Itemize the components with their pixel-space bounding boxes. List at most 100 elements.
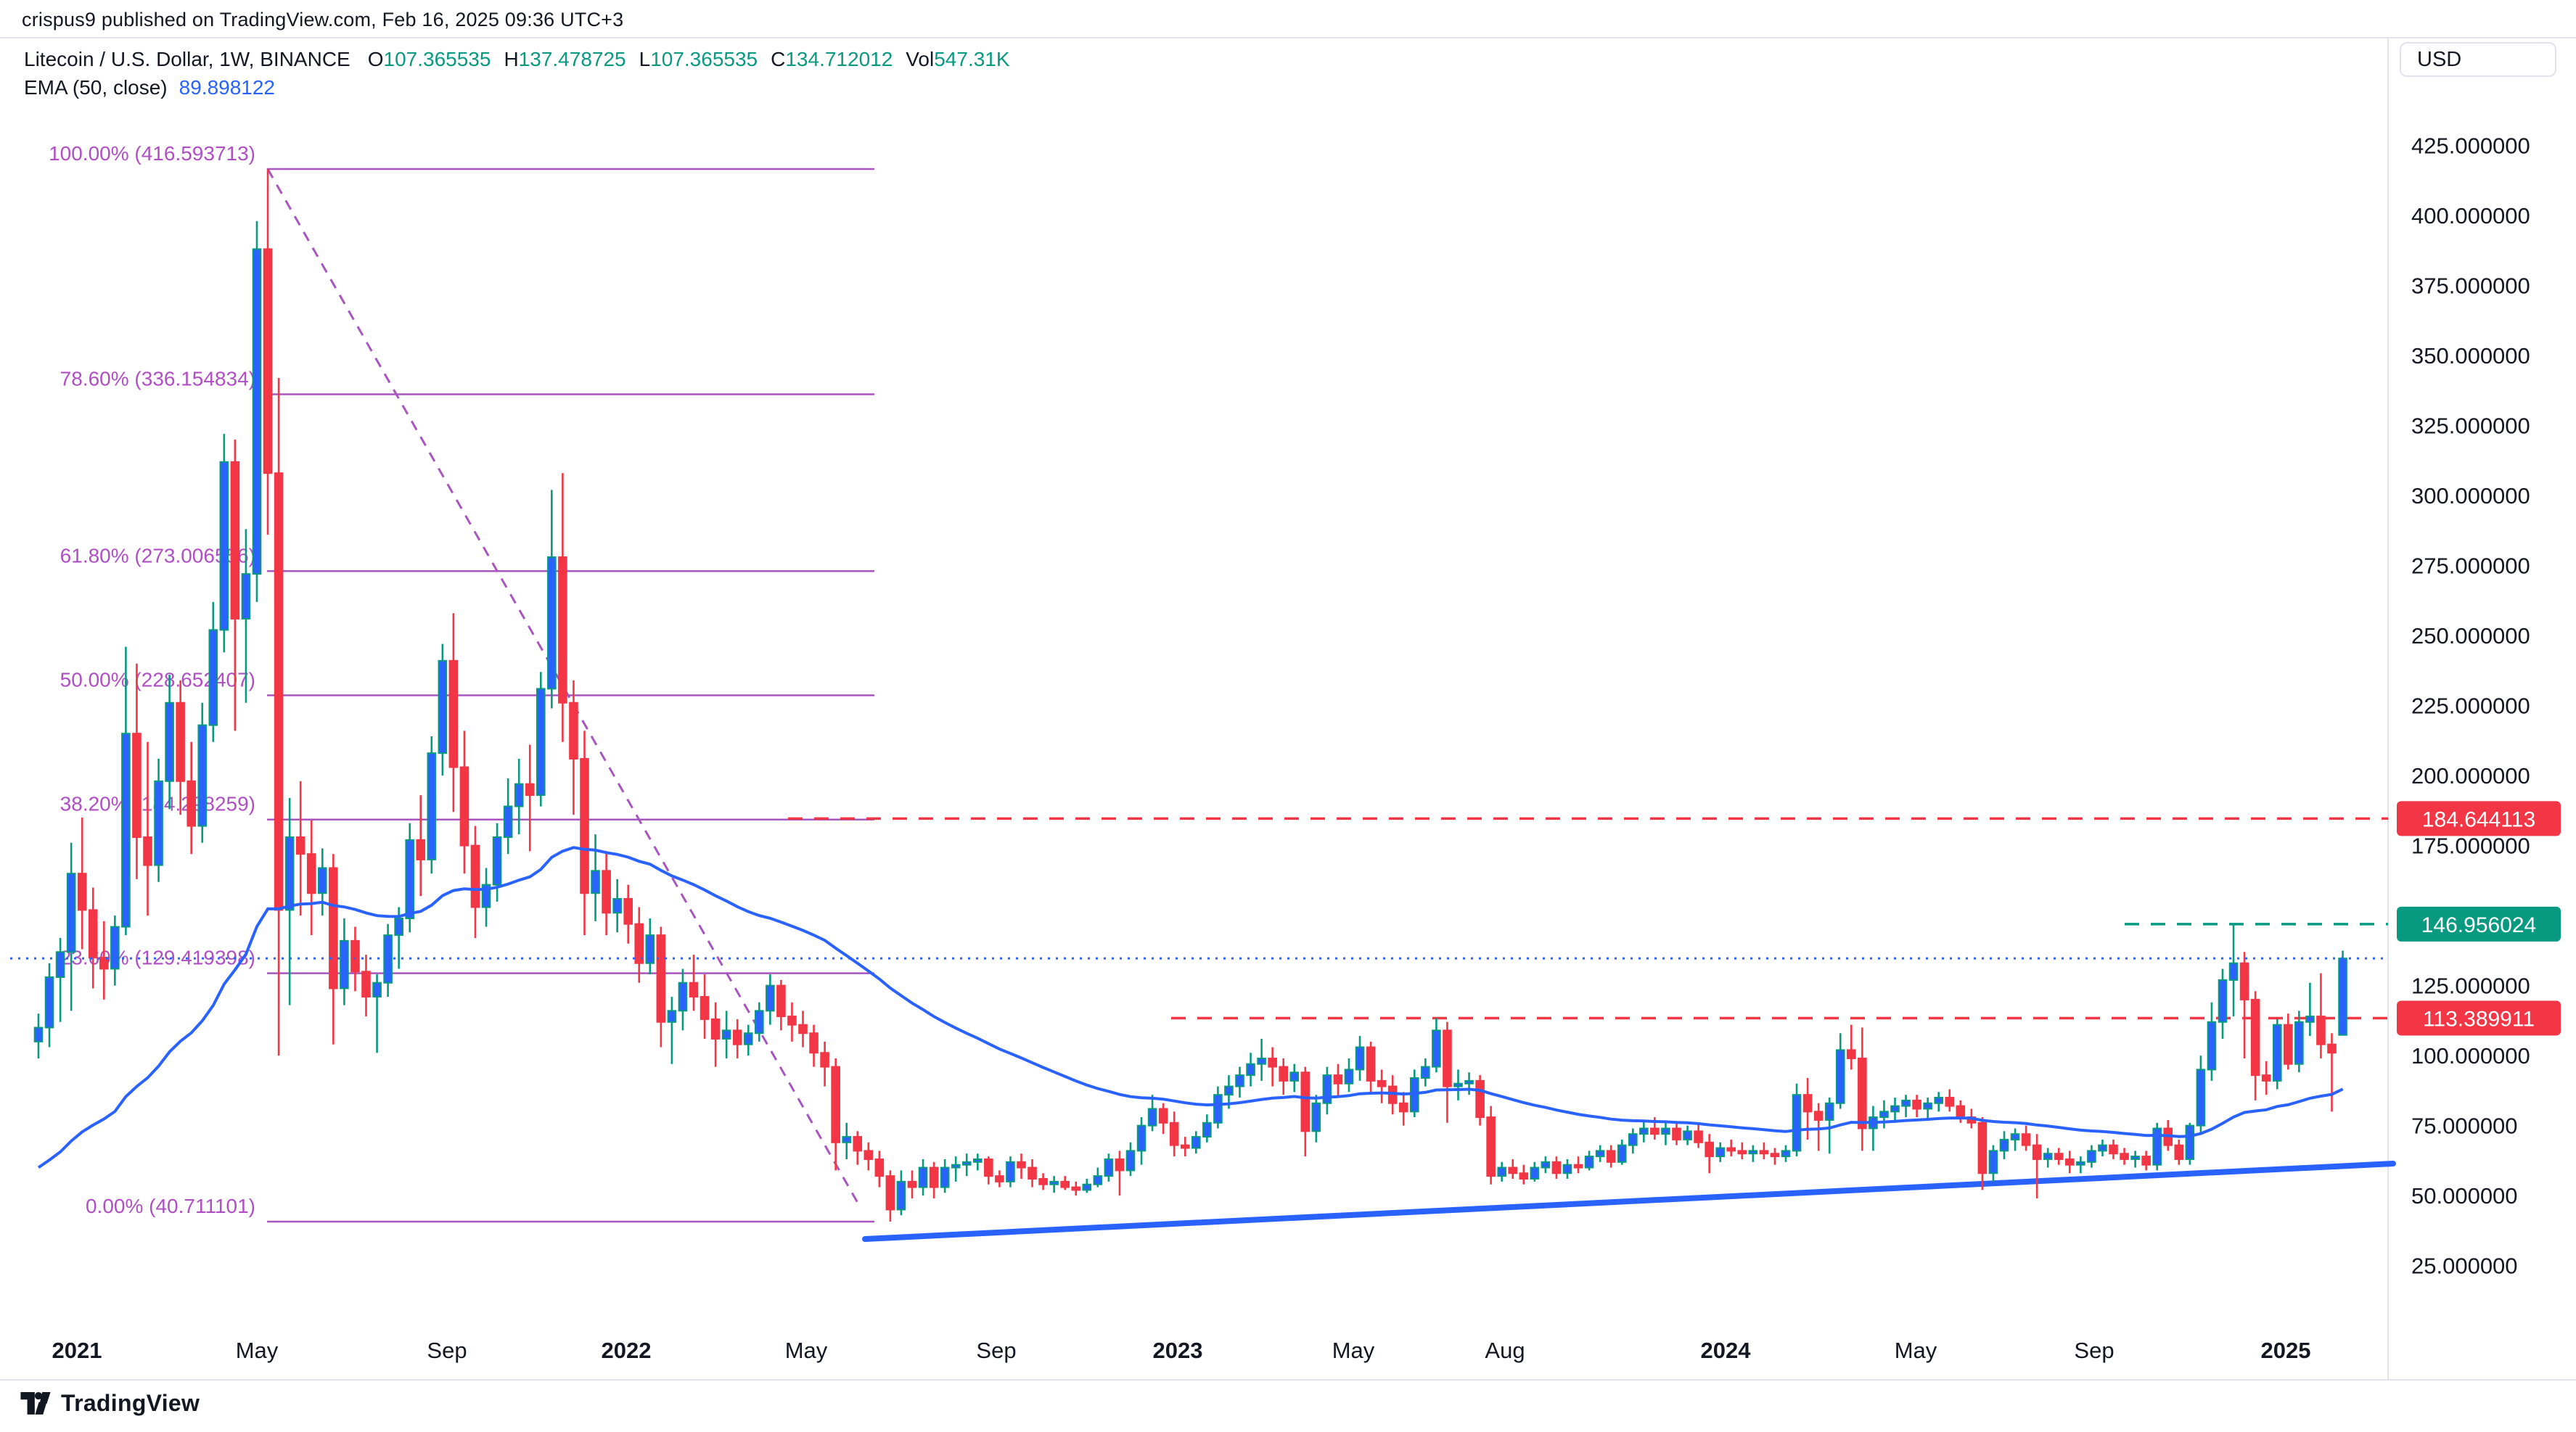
candle-body	[787, 1016, 797, 1026]
candle-body	[318, 867, 327, 894]
price-level-badge-text: 184.644113	[2422, 807, 2535, 831]
candle-body	[940, 1166, 950, 1188]
candle-body	[1289, 1071, 1300, 1082]
candle-body	[2250, 998, 2260, 1077]
candle-body	[1508, 1166, 1518, 1174]
tradingview-logo[interactable]: TradingView	[20, 1390, 200, 1417]
price-tick-label: 75.000000	[2411, 1114, 2518, 1139]
price-tick-label: 425.000000	[2411, 133, 2530, 159]
candle-body	[1180, 1144, 1190, 1149]
candle-body	[1977, 1122, 1988, 1174]
candle-body	[219, 461, 229, 631]
candle-body	[1715, 1147, 1725, 1158]
candle-body	[1595, 1150, 1605, 1158]
candle-body	[2294, 1021, 2304, 1065]
candle-body	[1999, 1138, 2009, 1152]
candle-body	[1202, 1122, 1212, 1138]
candle-body	[591, 870, 600, 894]
fib-retracement[interactable]: 100.00% (416.593713)78.60% (336.154834)6…	[49, 142, 874, 1223]
candle-body	[88, 909, 98, 959]
candle-body	[558, 556, 567, 704]
candle-body	[1847, 1049, 1856, 1059]
candle-body	[1366, 1046, 1376, 1082]
candle-body	[2021, 1133, 2031, 1146]
fib-level-label: 100.00% (416.593713)	[49, 142, 255, 165]
time-axis-month-label: Sep	[976, 1338, 1016, 1363]
candle-body	[2327, 1043, 2337, 1054]
price-tick-label: 50.000000	[2411, 1183, 2518, 1209]
candle-body	[2010, 1133, 2020, 1140]
candle-body	[2196, 1069, 2206, 1127]
price-tick-label: 200.000000	[2411, 763, 2530, 789]
candle-body	[2130, 1156, 2140, 1160]
candle-body	[350, 939, 360, 973]
candle-body	[1802, 1094, 1813, 1113]
candle-body	[2098, 1144, 2107, 1152]
candle-body	[1235, 1074, 1244, 1087]
candle-body	[1639, 1127, 1649, 1135]
candle-body	[77, 873, 87, 911]
tradingview-logo-text: TradingView	[61, 1390, 200, 1416]
candlestick-series[interactable]	[33, 169, 2347, 1222]
price-level-badge	[2397, 1000, 2561, 1036]
candle-body	[1770, 1153, 1780, 1158]
candle-body	[2141, 1156, 2151, 1166]
candle-body	[1049, 1180, 1059, 1185]
candle-body	[995, 1175, 1004, 1182]
symbol-ohlc-row: Litecoin / U.S. Dollar, 1W, BINANCE O107…	[24, 49, 1023, 70]
candle-body	[678, 982, 688, 1012]
candle-body	[263, 248, 273, 474]
tradingview-logo-icon	[20, 1391, 51, 1415]
candle-body	[503, 805, 513, 839]
time-axis[interactable]: 2021 May Sep 2022 May Sep 2023 May Aug 2024 May Sep…	[52, 1338, 2311, 1363]
ema-line[interactable]	[37, 846, 2344, 1169]
candle-body	[1879, 1111, 1889, 1119]
candle-body	[569, 701, 578, 760]
time-axis-month-label: May	[236, 1338, 279, 1363]
candle-body	[2338, 958, 2347, 1036]
candle-body	[1311, 1102, 1321, 1132]
candle-body	[874, 1158, 885, 1177]
price-tick-label: 275.000000	[2411, 554, 2530, 579]
candle-body	[645, 934, 655, 964]
candle-body	[1901, 1099, 1911, 1107]
candle-body	[1344, 1069, 1354, 1085]
chart-legend: Litecoin / U.S. Dollar, 1W, BINANCE O107…	[24, 49, 1023, 106]
candle-body	[1322, 1074, 1332, 1104]
candle-body	[1650, 1127, 1660, 1135]
candle-body	[907, 1180, 917, 1188]
price-tick-label: 300.000000	[2411, 483, 2530, 509]
price-axis[interactable]: 425.000000 400.000000 375.000000 350.000000…	[2411, 133, 2530, 1279]
candle-body	[667, 1010, 677, 1023]
candle-body	[1268, 1057, 1277, 1068]
candle-body	[547, 556, 557, 690]
ema-indicator-row[interactable]: EMA (50, close) 89.898122	[24, 78, 1023, 98]
candle-body	[340, 939, 349, 989]
price-tick-label: 375.000000	[2411, 273, 2530, 299]
candle-body	[732, 1029, 742, 1045]
currency-button[interactable]: USD	[2400, 42, 2556, 77]
candle-body	[1464, 1079, 1474, 1085]
price-level-badge	[2397, 906, 2561, 942]
candle-body	[1377, 1079, 1387, 1087]
price-tick-label: 250.000000	[2411, 623, 2530, 649]
candle-body	[1824, 1102, 1834, 1121]
candle-body	[1006, 1161, 1015, 1182]
candle-body	[329, 867, 338, 989]
support-trendline[interactable]	[862, 1161, 2396, 1242]
symbol-title[interactable]: Litecoin / U.S. Dollar, 1W, BINANCE	[24, 48, 350, 70]
candle-body	[33, 1026, 44, 1042]
candle-body	[1432, 1029, 1441, 1068]
candle-body	[1945, 1097, 1955, 1107]
candle-body	[2261, 1074, 2271, 1082]
candle-body	[1169, 1122, 1179, 1146]
high-value: H137.478725	[504, 48, 626, 70]
candle-body	[372, 982, 382, 998]
candle-body	[776, 984, 786, 1018]
candle-body	[1541, 1161, 1551, 1169]
candle-body	[230, 461, 240, 620]
price-level-badge-text: 113.389911	[2423, 1007, 2535, 1031]
candle-body	[470, 844, 480, 908]
candle-body	[1584, 1156, 1594, 1169]
